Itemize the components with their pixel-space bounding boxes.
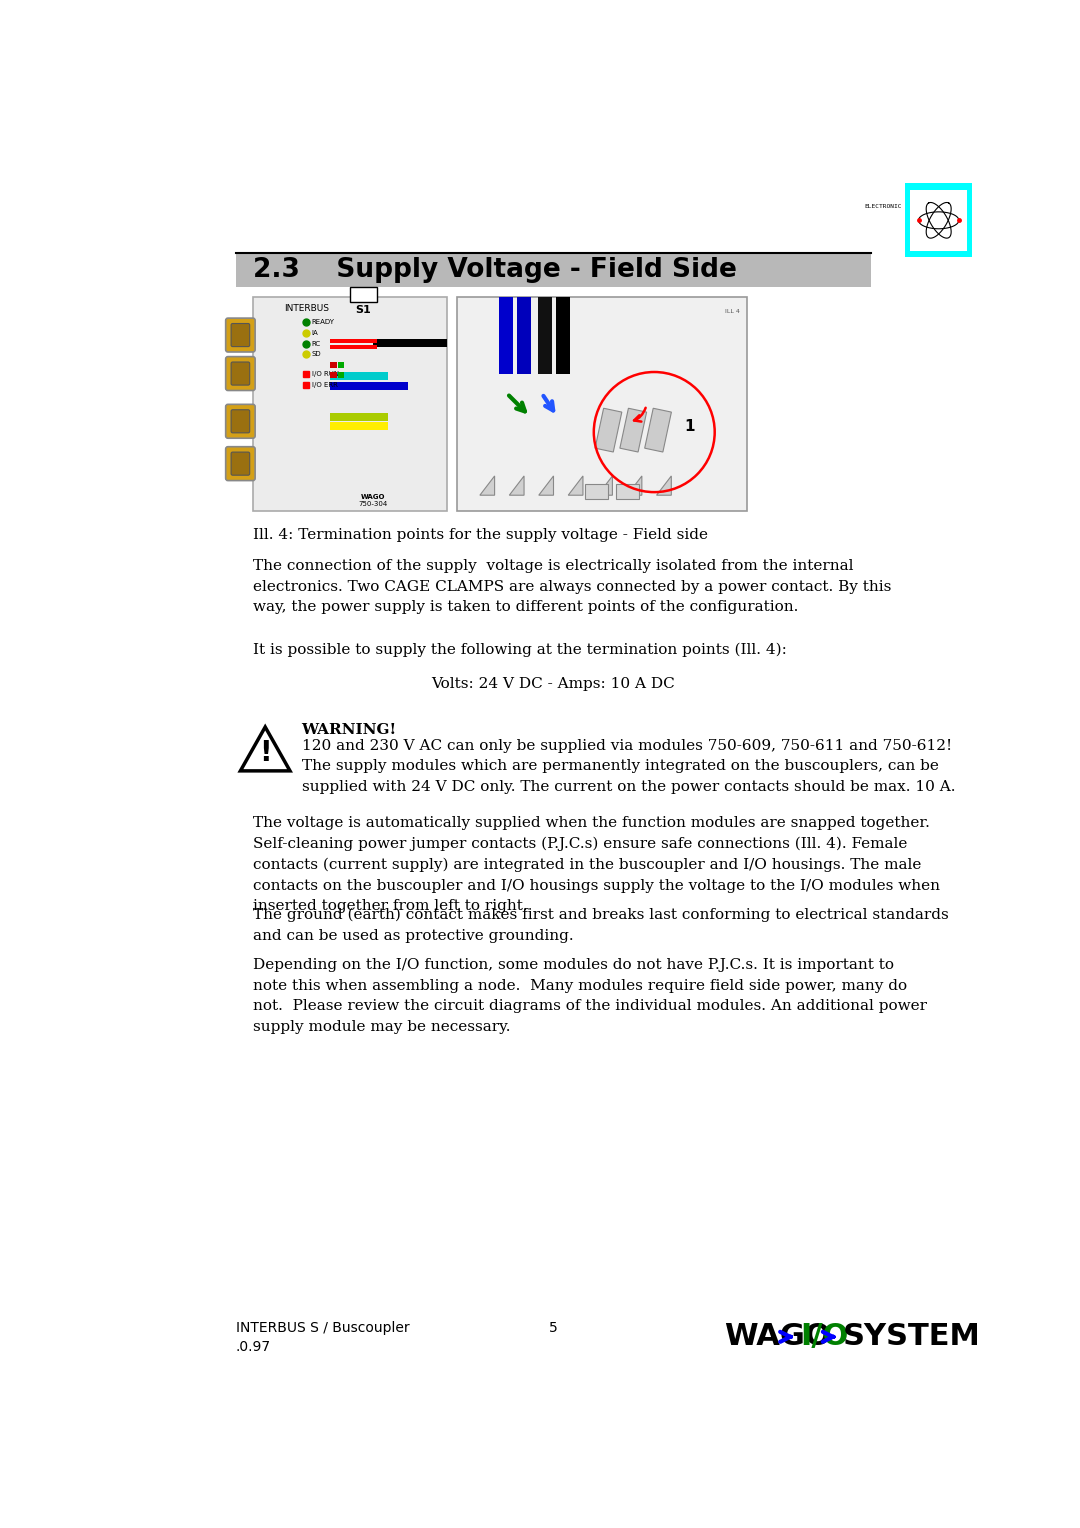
Bar bbox=[253, 298, 446, 510]
Text: 2.3    Supply Voltage - Field Side: 2.3 Supply Voltage - Field Side bbox=[253, 257, 737, 283]
Bar bbox=[330, 422, 389, 429]
Polygon shape bbox=[627, 475, 642, 495]
Text: I/O: I/O bbox=[800, 1322, 848, 1351]
Text: !: ! bbox=[259, 738, 271, 767]
FancyBboxPatch shape bbox=[231, 410, 249, 432]
Polygon shape bbox=[597, 475, 612, 495]
Bar bbox=[330, 371, 389, 380]
FancyBboxPatch shape bbox=[645, 408, 672, 452]
Bar bbox=[330, 362, 337, 368]
Polygon shape bbox=[241, 727, 291, 770]
Bar bbox=[616, 484, 638, 500]
Polygon shape bbox=[510, 475, 524, 495]
Text: The voltage is automatically supplied when the function modules are snapped toge: The voltage is automatically supplied wh… bbox=[253, 816, 940, 914]
Polygon shape bbox=[480, 475, 495, 495]
Bar bbox=[330, 345, 377, 348]
Text: 120 and 230 V AC can only be supplied via modules 750-609, 750-611 and 750-612!
: 120 and 230 V AC can only be supplied vi… bbox=[301, 738, 955, 793]
Text: INTERBUS: INTERBUS bbox=[284, 304, 329, 313]
Text: Volts: 24 V DC - Amps: 10 A DC: Volts: 24 V DC - Amps: 10 A DC bbox=[432, 677, 675, 691]
Text: .0.97: .0.97 bbox=[235, 1340, 271, 1354]
Bar bbox=[330, 371, 337, 377]
Text: 5: 5 bbox=[549, 1322, 558, 1335]
Text: It is possible to supply the following at the termination points (Ill. 4):: It is possible to supply the following a… bbox=[253, 642, 786, 657]
FancyBboxPatch shape bbox=[231, 362, 249, 385]
FancyBboxPatch shape bbox=[226, 356, 255, 391]
Bar bbox=[910, 189, 967, 251]
FancyBboxPatch shape bbox=[231, 452, 249, 475]
Bar bbox=[457, 298, 747, 510]
Text: READY: READY bbox=[312, 319, 335, 325]
Text: IA: IA bbox=[312, 330, 319, 336]
Bar bbox=[905, 183, 972, 257]
Bar bbox=[330, 339, 377, 342]
Text: The connection of the supply  voltage is electrically isolated from the internal: The connection of the supply voltage is … bbox=[253, 559, 891, 614]
Text: 750-304: 750-304 bbox=[359, 501, 388, 507]
Bar bbox=[584, 484, 608, 500]
FancyBboxPatch shape bbox=[620, 408, 647, 452]
Bar bbox=[373, 339, 446, 347]
FancyBboxPatch shape bbox=[226, 318, 255, 351]
Text: The ground (earth) contact makes first and breaks last conforming to electrical : The ground (earth) contact makes first a… bbox=[253, 908, 948, 943]
Text: I/O RUN: I/O RUN bbox=[312, 371, 339, 377]
Bar bbox=[235, 252, 872, 287]
Text: WAGO: WAGO bbox=[724, 1322, 831, 1351]
Bar bbox=[538, 298, 552, 374]
Text: Ill. 4: Termination points for the supply voltage - Field side: Ill. 4: Termination points for the suppl… bbox=[253, 529, 707, 542]
Bar bbox=[350, 287, 377, 303]
Text: ELECTRONIC: ELECTRONIC bbox=[865, 203, 902, 209]
Text: INTERBUS S / Buscoupler: INTERBUS S / Buscoupler bbox=[235, 1322, 409, 1335]
Text: S1: S1 bbox=[355, 304, 370, 315]
Bar bbox=[517, 298, 531, 374]
FancyBboxPatch shape bbox=[226, 446, 255, 481]
Text: Depending on the I/O function, some modules do not have P.J.C.s. It is important: Depending on the I/O function, some modu… bbox=[253, 958, 927, 1034]
Polygon shape bbox=[539, 475, 554, 495]
Text: WARNING!: WARNING! bbox=[301, 723, 396, 736]
Polygon shape bbox=[657, 475, 672, 495]
Text: RC: RC bbox=[312, 341, 321, 347]
Polygon shape bbox=[568, 475, 583, 495]
Text: 1: 1 bbox=[684, 419, 694, 434]
Text: SD: SD bbox=[312, 351, 322, 358]
FancyBboxPatch shape bbox=[595, 408, 622, 452]
Text: SYSTEM: SYSTEM bbox=[842, 1322, 981, 1351]
Bar bbox=[499, 298, 513, 374]
Text: WAGO: WAGO bbox=[361, 494, 386, 500]
Text: I/O ERR: I/O ERR bbox=[312, 382, 338, 388]
FancyBboxPatch shape bbox=[231, 324, 249, 347]
FancyBboxPatch shape bbox=[226, 405, 255, 439]
Bar bbox=[330, 413, 389, 420]
Bar bbox=[330, 382, 408, 390]
Bar bbox=[338, 371, 345, 377]
Text: ILL 4: ILL 4 bbox=[725, 309, 740, 313]
Bar bbox=[338, 362, 345, 368]
Bar bbox=[556, 298, 570, 374]
